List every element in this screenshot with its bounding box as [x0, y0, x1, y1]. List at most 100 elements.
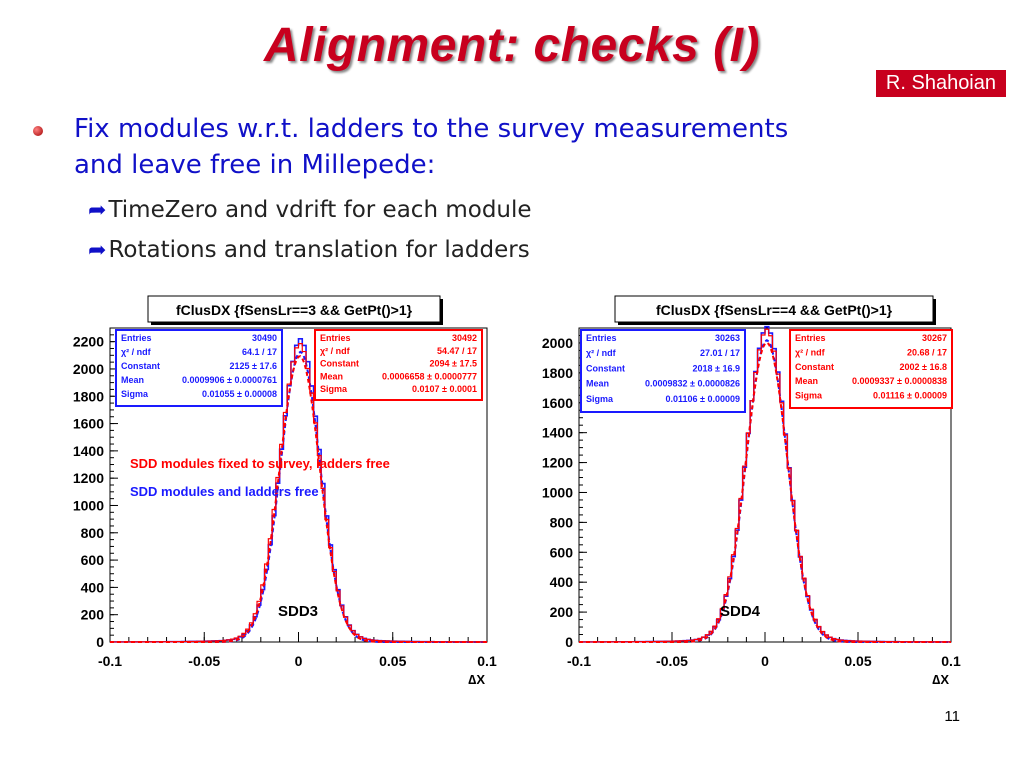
- stats-box: [580, 329, 746, 413]
- stats-label: Constant: [121, 361, 160, 371]
- histogram-sdd3: fClusDX {fSensLr==3 && GetPt()>1} 0 200 400…: [73, 295, 497, 687]
- stats-value: 0.0006658 ± 0.0000777: [382, 371, 477, 381]
- stats-value: 0.0107 ± 0.0001: [412, 384, 477, 394]
- legend-entry: SDD modules and ladders free: [130, 484, 319, 499]
- x-tick-label: 0.05: [844, 653, 871, 669]
- gaussian-fit-curve: [579, 341, 951, 643]
- chart-title: fClusDX {fSensLr==4 && GetPt()>1}: [656, 302, 893, 318]
- y-tick-label: 1800: [73, 388, 104, 404]
- x-tick-label: 0: [295, 653, 303, 669]
- x-tick-label: -0.05: [188, 653, 220, 669]
- stats-value: 64.1 / 17: [242, 347, 277, 357]
- gaussian-fit-curve: [110, 355, 487, 643]
- stats-box: [314, 329, 483, 401]
- y-tick-label: 200: [81, 607, 105, 623]
- stats-label: Mean: [121, 375, 144, 385]
- x-axis-label: ∆X: [932, 672, 949, 687]
- x-tick-label: -0.1: [567, 653, 591, 669]
- y-tick-label: 1800: [542, 365, 573, 381]
- stats-value: 30490: [252, 333, 277, 343]
- stats-value: 0.01116 ± 0.00009: [873, 391, 947, 401]
- stats-value: 27.01 / 17: [700, 348, 740, 358]
- stats-label: Constant: [586, 363, 625, 373]
- stats-value: 0.0009832 ± 0.0000826: [645, 379, 740, 389]
- subbullet-1-text: TimeZero and vdrift for each module: [108, 197, 532, 223]
- stats-label: Constant: [795, 362, 834, 372]
- stats-label: χ² / ndf: [320, 346, 351, 356]
- y-tick-label: 1600: [73, 416, 104, 432]
- slide-title: Alignment: checks (I): [264, 19, 760, 72]
- plot-annotation: SDD4: [720, 603, 761, 620]
- stats-value: 0.01106 ± 0.00009: [665, 394, 740, 404]
- main-bullet-text: Fix modules w.r.t. ladders to the survey…: [74, 114, 789, 180]
- stats-value: 30267: [922, 333, 947, 343]
- y-tick-label: 1600: [542, 395, 573, 411]
- y-tick-label: 600: [81, 552, 105, 568]
- y-tick-label: 1400: [73, 443, 104, 459]
- title-box: [614, 295, 934, 323]
- stats-label: Sigma: [586, 394, 614, 404]
- stats-value: 2094 ± 17.5: [430, 359, 477, 369]
- stats-label: Entries: [795, 333, 826, 343]
- histogram-sdd4: fClusDX {fSensLr==4 && GetPt()>1} 0 200 400…: [542, 295, 961, 687]
- stats-label: Mean: [795, 376, 818, 386]
- stats-box: [115, 329, 283, 407]
- x-axis-label: ∆X: [468, 672, 485, 687]
- stats-label: χ² / ndf: [795, 347, 826, 357]
- stats-label: Entries: [121, 333, 152, 343]
- y-tick-label: 1000: [73, 497, 104, 513]
- stats-value: 2125 ± 17.6: [230, 361, 277, 371]
- stats-label: Sigma: [121, 389, 149, 399]
- x-tick-label: 0.1: [477, 653, 497, 669]
- y-tick-label: 400: [550, 574, 574, 590]
- stats-value: 54.47 / 17: [437, 346, 477, 356]
- x-tick-label: 0: [761, 653, 769, 669]
- y-tick-label: 1000: [542, 484, 573, 500]
- stats-label: Entries: [320, 333, 351, 343]
- subbullet-1: ➦TimeZero and vdrift for each module: [88, 197, 532, 223]
- y-tick-label: 1200: [73, 470, 104, 486]
- y-tick-label: 0: [565, 634, 573, 650]
- stats-value: 0.0009337 ± 0.0000838: [852, 376, 947, 386]
- stats-label: Constant: [320, 359, 359, 369]
- stats-label: Mean: [320, 371, 343, 381]
- title-box: [147, 295, 441, 323]
- stats-box: [789, 329, 953, 409]
- y-tick-label: 2000: [542, 335, 573, 351]
- y-tick-label: 2200: [73, 334, 104, 350]
- arrow-right-icon: ➦: [88, 238, 107, 263]
- legend-entry: SDD modules fixed to survey, ladders fre…: [130, 456, 390, 471]
- stats-value: 30492: [452, 333, 477, 343]
- y-tick-label: 800: [550, 514, 574, 530]
- plot-annotation: SDD3: [278, 603, 318, 620]
- stats-label: χ² / ndf: [121, 347, 152, 357]
- arrow-right-icon: ➦: [88, 198, 107, 223]
- stats-label: Sigma: [320, 384, 348, 394]
- stats-label: Mean: [586, 379, 609, 389]
- stats-label: Entries: [586, 333, 617, 343]
- y-tick-label: 0: [96, 634, 104, 650]
- y-tick-label: 2000: [73, 361, 104, 377]
- stats-value: 0.01055 ± 0.00008: [202, 389, 277, 399]
- y-tick-label: 400: [81, 579, 105, 595]
- y-tick-label: 800: [81, 525, 105, 541]
- chart-title: fClusDX {fSensLr==3 && GetPt()>1}: [176, 302, 413, 318]
- bullet-dot-icon: [33, 126, 43, 136]
- x-tick-label: 0.1: [941, 653, 961, 669]
- y-tick-label: 200: [550, 604, 574, 620]
- stats-label: χ² / ndf: [586, 348, 617, 358]
- stats-value: 2018 ± 16.9: [693, 363, 740, 373]
- y-tick-label: 1400: [542, 425, 573, 441]
- x-tick-label: 0.05: [379, 653, 406, 669]
- stats-value: 30263: [715, 333, 740, 343]
- stats-value: 20.68 / 17: [907, 347, 947, 357]
- page-number: 11: [944, 708, 960, 725]
- y-tick-label: 1200: [542, 455, 573, 471]
- x-tick-label: -0.05: [656, 653, 688, 669]
- subbullet-2: ➦Rotations and translation for ladders: [88, 237, 530, 263]
- x-tick-label: -0.1: [98, 653, 122, 669]
- author-badge: R. Shahoian: [875, 70, 1006, 97]
- stats-value: 0.0009906 ± 0.0000761: [182, 375, 277, 385]
- stats-value: 2002 ± 16.8: [900, 362, 947, 372]
- y-tick-label: 600: [550, 544, 574, 560]
